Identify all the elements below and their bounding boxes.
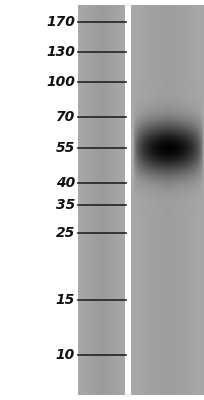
Text: 10: 10 bbox=[56, 348, 75, 362]
Text: 25: 25 bbox=[56, 226, 75, 240]
Text: 40: 40 bbox=[56, 176, 75, 190]
Text: 55: 55 bbox=[56, 141, 75, 155]
Text: 70: 70 bbox=[56, 110, 75, 124]
Text: 100: 100 bbox=[46, 75, 75, 89]
Text: 130: 130 bbox=[46, 45, 75, 59]
Text: 35: 35 bbox=[56, 198, 75, 212]
Text: 15: 15 bbox=[56, 293, 75, 307]
Text: 170: 170 bbox=[46, 15, 75, 29]
